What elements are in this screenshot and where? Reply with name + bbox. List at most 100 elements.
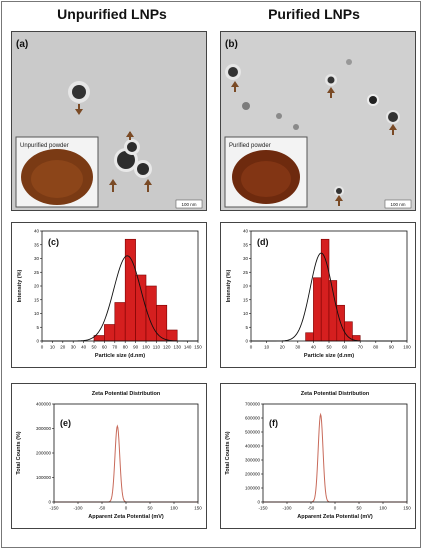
x-tick-label: -150 [49, 506, 59, 511]
chart-panel-d: (d) 0 10 20 30 40 50 60 70 80 90 100 0 5 10 15 20 25 30 35 4… [220, 222, 416, 368]
x-tick-label: 50 [147, 506, 153, 511]
x-tick-label: 50 [326, 345, 332, 350]
chart-title: Zeta Potential Distribution [92, 391, 161, 397]
histogram-bar [305, 332, 314, 342]
x-axis-label: Particle size (d.nm) [304, 353, 354, 359]
inset-label-b: Purified powder [229, 143, 271, 149]
x-tick-label: 150 [194, 345, 202, 350]
x-tick-label: 90 [133, 345, 139, 350]
panel-label: (c) [48, 237, 59, 247]
y-tick-label: 300000 [245, 458, 261, 463]
y-tick-label: 100000 [245, 486, 261, 491]
y-tick-label: 30 [34, 256, 40, 261]
x-tick-label: 100 [379, 506, 387, 511]
histogram-bar [104, 324, 116, 342]
y-tick-label: 35 [243, 242, 249, 247]
x-tick-label: 130 [173, 345, 181, 350]
y-tick-label: 700000 [245, 402, 261, 407]
x-axis-label: Particle size (d.nm) [95, 353, 145, 359]
x-tick-label: -100 [282, 506, 292, 511]
scale-bar-a: 100 nm [181, 202, 196, 207]
y-tick-label: 20 [243, 284, 249, 289]
y-axis-label: Total Counts (%) [225, 431, 231, 474]
inset-powder-a: Unpurified powder [15, 136, 99, 208]
header-purified: Purified LNPs [268, 6, 360, 22]
tem-panel-b: (b) Purified powder 100 nm [220, 31, 416, 211]
x-tick-label: 30 [71, 345, 77, 350]
y-tick-label: 40 [34, 229, 40, 234]
y-tick-label: 30 [243, 256, 249, 261]
histogram-bar [124, 238, 136, 342]
x-tick-label: -50 [308, 506, 315, 511]
y-tick-label: 300000 [36, 426, 52, 431]
histogram-bar [344, 321, 353, 342]
x-tick-label: 100 [170, 506, 178, 511]
y-axis-label: Intensity (%) [17, 269, 23, 302]
histogram-bar [320, 238, 330, 342]
y-tick-label: 40 [243, 229, 249, 234]
label-a: (a) [16, 39, 28, 50]
histogram-bar [313, 277, 322, 342]
panel-label: (d) [257, 237, 269, 247]
y-tick-label: 200000 [36, 451, 52, 456]
header-unpurified: Unpurified LNPs [57, 6, 167, 22]
x-axis-label: Apparent Zeta Potential (mV) [297, 514, 373, 520]
x-tick-label: 30 [295, 345, 301, 350]
chart-panel-f: Zeta Potential Distribution (f) -150 -100 -5… [220, 383, 416, 529]
x-tick-label: 0 [125, 506, 128, 511]
zeta-chart-e: Zeta Potential Distribution (e) -150 -100 -5… [16, 391, 202, 520]
y-tick-label: 25 [34, 270, 40, 275]
y-axis-label: Total Counts (%) [16, 431, 22, 474]
x-tick-label: 0 [250, 345, 253, 350]
x-tick-label: 60 [102, 345, 108, 350]
x-tick-label: -50 [99, 506, 106, 511]
panel-label: (e) [60, 418, 71, 428]
y-tick-label: 600000 [245, 416, 261, 421]
x-tick-label: 70 [112, 345, 118, 350]
x-tick-label: 50 [356, 506, 362, 511]
histogram-bar [156, 304, 168, 342]
y-tick-label: 0 [245, 339, 248, 344]
inset-label-a: Unpurified powder [20, 143, 69, 149]
tem-image-a: (a) Unpurified powder 100 nm [12, 32, 206, 210]
x-tick-label: 60 [342, 345, 348, 350]
y-tick-label: 10 [34, 311, 40, 316]
y-tick-label: 20 [34, 284, 40, 289]
chart-title: Zeta Potential Distribution [301, 391, 370, 397]
x-tick-label: 150 [194, 506, 202, 511]
x-tick-label: -100 [73, 506, 83, 511]
y-tick-label: 5 [36, 325, 39, 330]
scale-bar-b: 100 nm [390, 202, 405, 207]
histogram-bar [93, 335, 105, 342]
zeta-distribution-line [263, 412, 407, 503]
y-tick-label: 0 [36, 339, 39, 344]
x-tick-label: 100 [403, 345, 411, 350]
x-tick-label: 80 [373, 345, 379, 350]
size-distribution-chart-d: (d) 0 10 20 30 40 50 60 70 80 90 100 0 5 10 15 20 25 30 35 4… [226, 229, 411, 359]
chart-panel-e: Zeta Potential Distribution (e) -150 -100 -5… [11, 383, 207, 529]
x-tick-label: 120 [163, 345, 171, 350]
x-tick-label: 10 [50, 345, 56, 350]
y-tick-label: 400000 [36, 402, 52, 407]
x-tick-label: 110 [153, 345, 161, 350]
y-tick-label: 500000 [245, 430, 261, 435]
y-tick-label: 100000 [36, 475, 52, 480]
x-tick-label: 0 [41, 345, 44, 350]
x-tick-label: 90 [389, 345, 395, 350]
x-tick-label: 40 [81, 345, 87, 350]
x-tick-label: 150 [403, 506, 411, 511]
x-tick-label: 50 [91, 345, 97, 350]
y-tick-label: 200000 [245, 472, 261, 477]
x-axis-label: Apparent Zeta Potential (mV) [88, 514, 164, 520]
x-tick-label: 20 [60, 345, 66, 350]
x-tick-label: 140 [184, 345, 192, 350]
y-tick-label: 400000 [245, 444, 261, 449]
y-tick-label: 5 [245, 325, 248, 330]
x-tick-label: 80 [123, 345, 129, 350]
y-tick-label: 25 [243, 270, 249, 275]
plot-frame [262, 403, 408, 503]
tem-panel-a: (a) Unpurified powder 100 nm [11, 31, 207, 211]
y-tick-label: 0 [48, 500, 51, 505]
x-tick-label: 20 [280, 345, 286, 350]
